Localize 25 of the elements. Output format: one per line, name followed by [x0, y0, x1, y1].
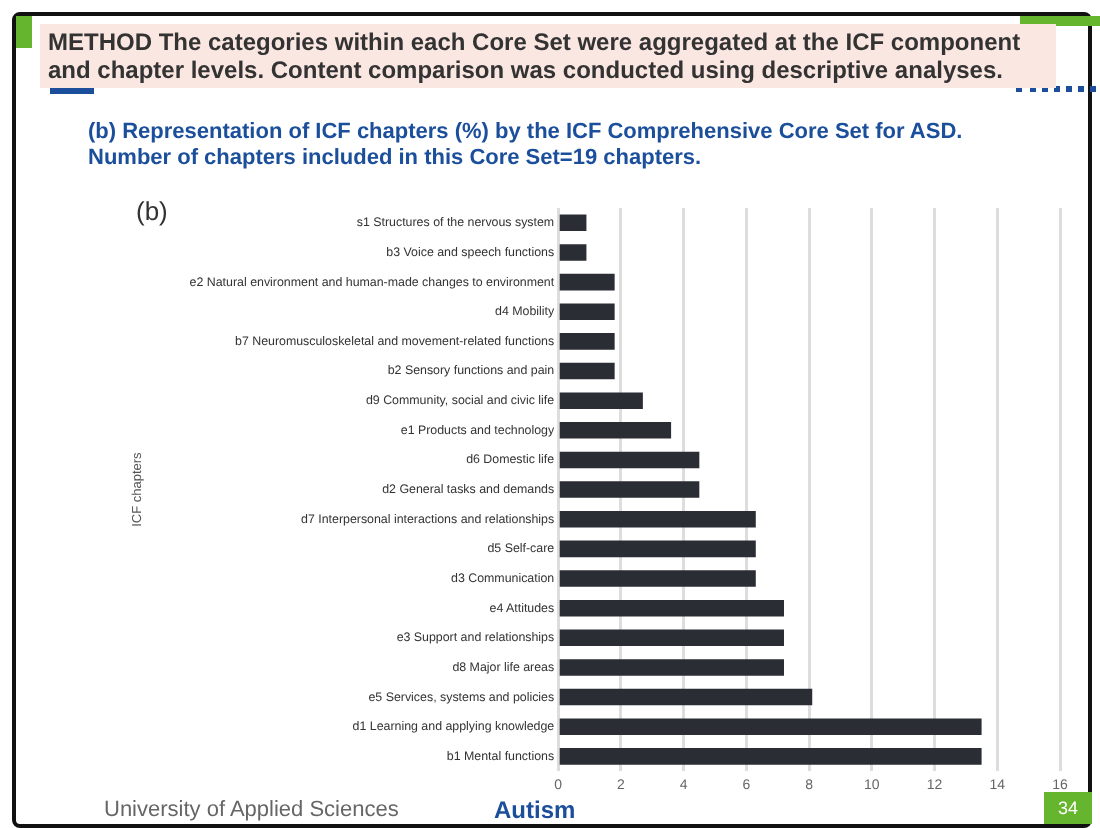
bar: [559, 718, 982, 736]
bar: [559, 422, 672, 439]
bar: [559, 688, 813, 706]
text: (b): [136, 196, 168, 226]
text: Autism: [494, 796, 576, 824]
bar: [559, 214, 587, 232]
bar: [559, 629, 785, 647]
bar: [559, 510, 756, 528]
chart-title: METHOD The categories within each Core Set were aggregated at the ICF component and chapter levels. Content comparison was conducted using descriptive analyses.: [40, 24, 1056, 88]
bar: [559, 273, 615, 291]
text: 34: [1044, 792, 1092, 824]
chart-subtitle: (b) Representation of ICF chapters (%) by the ICF Comprehensive Core Set for ASD. Number of chapters included in this Core Set=19 chapters.: [88, 120, 965, 172]
bar: [559, 599, 785, 617]
text: University of Applied Sciences: [104, 798, 399, 822]
bar: [559, 748, 982, 765]
bar: [559, 362, 615, 380]
bar: [559, 244, 587, 261]
bar: [559, 540, 756, 558]
bar: [559, 392, 643, 409]
bar: [559, 303, 615, 321]
bar: [559, 659, 785, 676]
bar: [559, 333, 615, 350]
bar: [559, 481, 700, 498]
bar: [559, 570, 756, 587]
bar: [559, 451, 700, 469]
